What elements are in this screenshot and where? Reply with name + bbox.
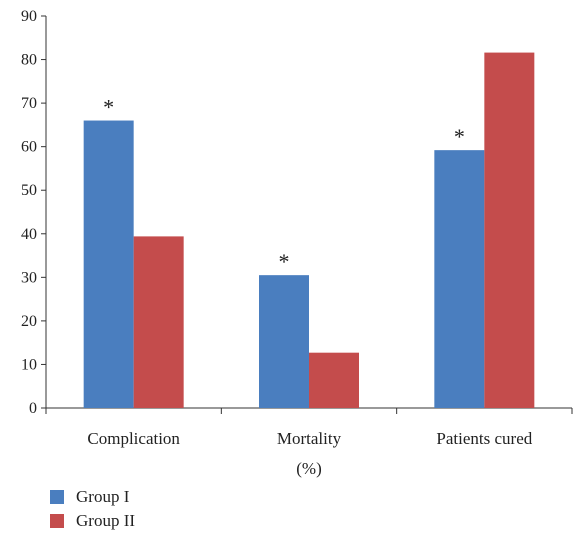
legend-item-group-ii: Group II <box>50 509 135 533</box>
y-tick-label: 30 <box>21 269 37 286</box>
bar-chart: 0 10 20 30 40 50 60 70 80 90 * * * Complication Mort… <box>21 8 573 478</box>
y-tick-label: 90 <box>21 8 37 25</box>
y-axis: 0 10 20 30 40 50 60 70 80 90 <box>21 8 47 417</box>
y-tick-label: 10 <box>21 356 37 373</box>
category-label: Patients cured <box>436 429 532 448</box>
bar-group-ii-patients-cured <box>484 52 535 408</box>
legend-label-group-i: Group I <box>76 487 130 506</box>
bar-group-ii-mortality <box>309 352 359 408</box>
significance-star: * <box>279 249 290 274</box>
bar-group-i-complication <box>83 120 134 409</box>
category-label: Complication <box>87 429 180 448</box>
significance-marks: * * * <box>103 95 465 275</box>
bars <box>83 52 535 409</box>
y-tick-label: 60 <box>21 139 37 156</box>
y-tick-label: 50 <box>21 182 37 199</box>
bar-group-i-patients-cured <box>434 150 485 408</box>
legend-swatch-group-ii <box>50 514 64 528</box>
legend-swatch-group-i <box>50 490 64 504</box>
significance-star: * <box>454 124 465 149</box>
y-tick-label: 20 <box>21 313 37 330</box>
category-label: Mortality <box>277 429 342 448</box>
legend: Group I Group II <box>50 485 135 533</box>
x-axis <box>45 407 573 414</box>
bar-group-ii-complication <box>133 236 184 408</box>
x-axis-label: (%) <box>296 459 321 478</box>
y-tick-label: 70 <box>21 95 37 112</box>
y-tick-label: 80 <box>21 52 37 69</box>
legend-label-group-ii: Group II <box>76 511 136 530</box>
y-tick-label: 0 <box>29 400 37 417</box>
category-labels: Complication Mortality Patients cured <box>87 429 532 448</box>
bar-group-i-mortality <box>259 275 309 408</box>
significance-star: * <box>103 95 114 120</box>
y-tick-label: 40 <box>21 226 37 243</box>
legend-item-group-i: Group I <box>50 485 135 509</box>
